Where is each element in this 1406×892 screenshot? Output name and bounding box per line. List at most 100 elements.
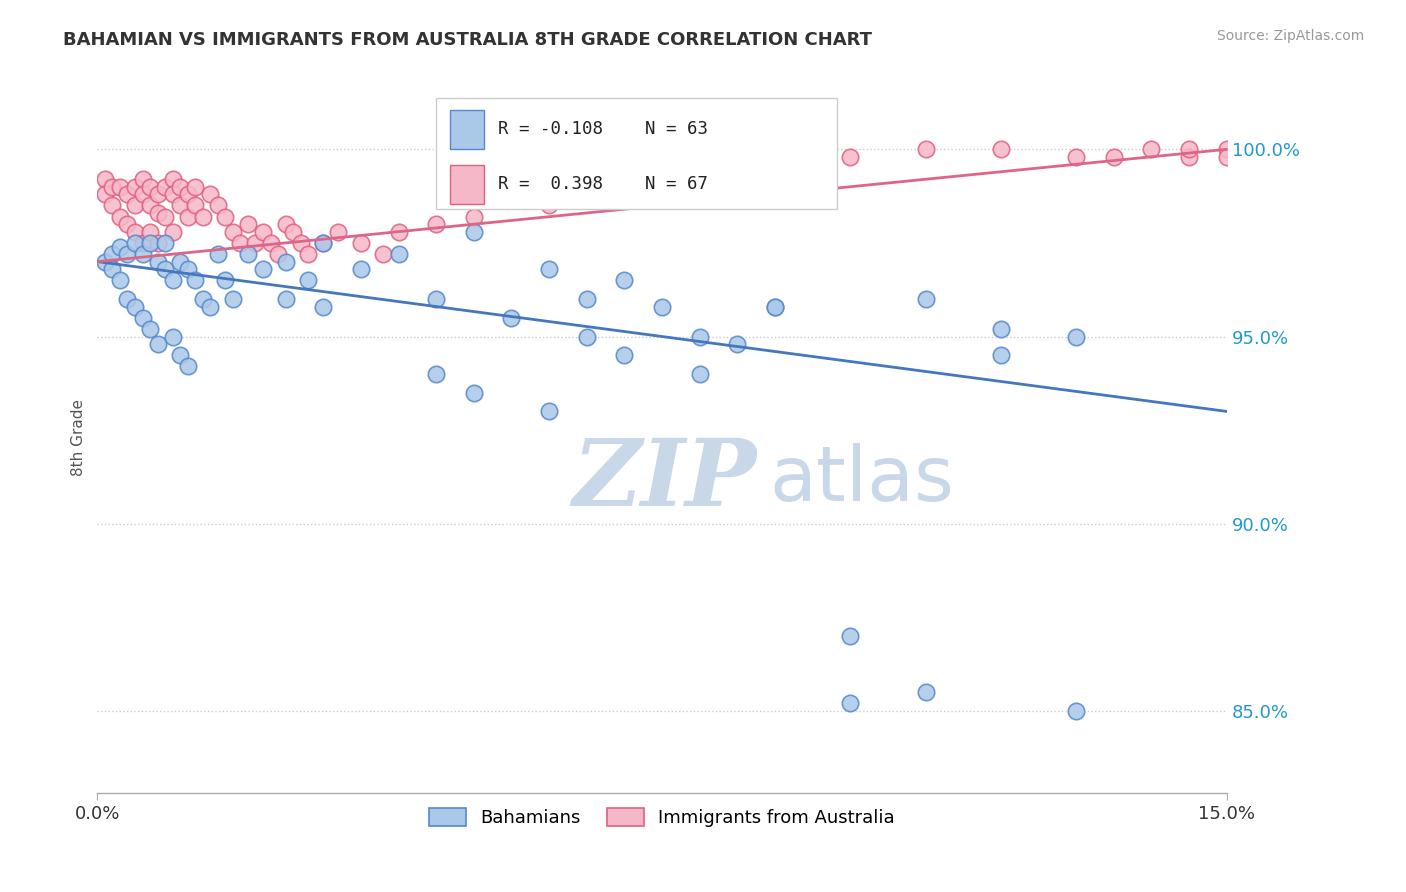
Point	[169, 348, 191, 362]
Point	[236, 217, 259, 231]
Point	[312, 235, 335, 250]
Point	[94, 187, 117, 202]
Point	[124, 300, 146, 314]
Point	[222, 292, 245, 306]
Text: atlas: atlas	[769, 443, 955, 517]
Point	[101, 262, 124, 277]
Point	[124, 198, 146, 212]
Text: ZIP: ZIP	[572, 435, 756, 525]
Point	[274, 254, 297, 268]
Point	[101, 179, 124, 194]
Point	[373, 247, 395, 261]
Point	[1102, 150, 1125, 164]
Point	[146, 254, 169, 268]
Bar	[450, 110, 484, 149]
Point	[990, 322, 1012, 336]
Point	[245, 235, 267, 250]
Point	[1216, 142, 1239, 156]
Point	[177, 187, 200, 202]
Point	[139, 235, 162, 250]
Point	[267, 247, 290, 261]
Point	[252, 262, 274, 277]
Point	[387, 247, 409, 261]
Point	[124, 235, 146, 250]
Point	[229, 235, 252, 250]
Point	[689, 172, 711, 186]
Point	[990, 142, 1012, 156]
Legend: Bahamians, Immigrants from Australia: Bahamians, Immigrants from Australia	[422, 800, 901, 834]
Point	[177, 210, 200, 224]
Point	[914, 685, 936, 699]
Point	[124, 225, 146, 239]
Point	[763, 300, 786, 314]
Point	[162, 273, 184, 287]
Point	[425, 292, 447, 306]
Point	[117, 247, 139, 261]
Point	[139, 322, 162, 336]
Point	[162, 187, 184, 202]
Point	[108, 240, 131, 254]
Bar	[450, 165, 484, 204]
Point	[763, 161, 786, 175]
Point	[162, 329, 184, 343]
Point	[350, 235, 373, 250]
Point	[328, 225, 350, 239]
Point	[177, 262, 200, 277]
Point	[207, 198, 229, 212]
Point	[131, 172, 153, 186]
Point	[1064, 329, 1087, 343]
Point	[153, 235, 176, 250]
Point	[463, 385, 485, 400]
Point	[94, 172, 117, 186]
Point	[538, 198, 561, 212]
Point	[914, 142, 936, 156]
Point	[839, 697, 862, 711]
Point	[839, 629, 862, 643]
Point	[131, 247, 153, 261]
Point	[236, 247, 259, 261]
Point	[290, 235, 312, 250]
Point	[101, 198, 124, 212]
Point	[725, 337, 748, 351]
Point	[297, 247, 319, 261]
Y-axis label: 8th Grade: 8th Grade	[72, 399, 86, 476]
Point	[538, 404, 561, 418]
Point	[146, 187, 169, 202]
Point	[312, 300, 335, 314]
Point	[139, 198, 162, 212]
Point	[184, 273, 207, 287]
Point	[281, 225, 304, 239]
Point	[139, 179, 162, 194]
Point	[101, 247, 124, 261]
Point	[124, 179, 146, 194]
Point	[117, 217, 139, 231]
Point	[763, 300, 786, 314]
Point	[200, 187, 222, 202]
Point	[425, 367, 447, 381]
Point	[108, 273, 131, 287]
FancyBboxPatch shape	[436, 98, 837, 209]
Point	[274, 217, 297, 231]
Point	[990, 348, 1012, 362]
Point	[131, 235, 153, 250]
Point	[94, 254, 117, 268]
Point	[139, 225, 162, 239]
Point	[914, 292, 936, 306]
Text: BAHAMIAN VS IMMIGRANTS FROM AUSTRALIA 8TH GRADE CORRELATION CHART: BAHAMIAN VS IMMIGRANTS FROM AUSTRALIA 8T…	[63, 31, 872, 49]
Point	[207, 247, 229, 261]
Text: R =  0.398    N = 67: R = 0.398 N = 67	[498, 175, 709, 194]
Point	[575, 329, 598, 343]
Point	[200, 300, 222, 314]
Point	[169, 198, 191, 212]
Text: R = -0.108    N = 63: R = -0.108 N = 63	[498, 120, 709, 138]
Point	[1064, 704, 1087, 718]
Point	[131, 310, 153, 325]
Text: Source: ZipAtlas.com: Source: ZipAtlas.com	[1216, 29, 1364, 43]
Point	[146, 337, 169, 351]
Point	[651, 300, 673, 314]
Point	[425, 217, 447, 231]
Point	[252, 225, 274, 239]
Point	[146, 235, 169, 250]
Point	[1178, 142, 1201, 156]
Point	[1178, 150, 1201, 164]
